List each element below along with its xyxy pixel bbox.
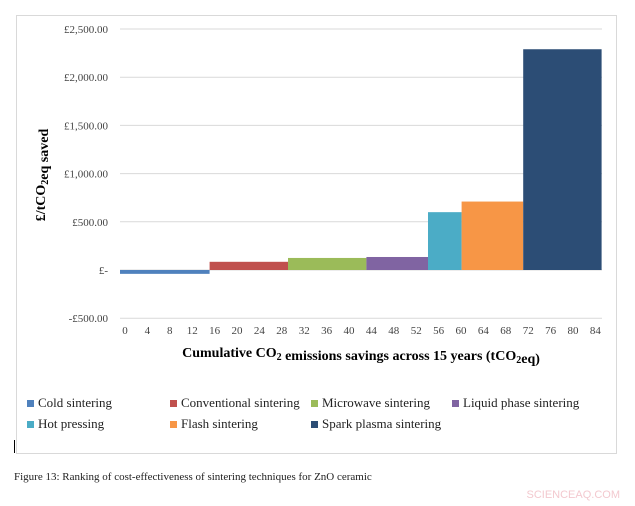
x-tick-label: 64 bbox=[478, 325, 490, 337]
legend-item: Microwave sintering bbox=[311, 395, 430, 411]
bar-hot-pressing bbox=[428, 212, 462, 270]
bar-spark-plasma-sintering bbox=[523, 49, 602, 270]
x-tick-label: 32 bbox=[299, 325, 310, 337]
legend-swatch bbox=[27, 399, 34, 407]
legend-label: Microwave sintering bbox=[322, 395, 430, 410]
bar-liquid-phase-sintering bbox=[366, 256, 428, 270]
watermark: SCIENCEAQ.COM bbox=[526, 489, 620, 501]
legend-item: Hot pressing bbox=[27, 416, 104, 432]
bar-conventional-sintering bbox=[209, 261, 288, 270]
x-tick-label: 60 bbox=[456, 325, 468, 337]
x-tick-label: 80 bbox=[568, 325, 580, 337]
y-tick-label: -£500.00 bbox=[69, 313, 109, 325]
legend-swatch bbox=[311, 399, 318, 407]
x-tick-label: 12 bbox=[187, 325, 198, 337]
x-axis-title: Cumulative CO2 emissions savings across … bbox=[182, 346, 540, 367]
legend-item: Liquid phase sintering bbox=[452, 395, 579, 411]
x-tick-label: 68 bbox=[500, 325, 512, 337]
x-tick-label: 16 bbox=[209, 325, 221, 337]
legend-label: Liquid phase sintering bbox=[463, 395, 580, 410]
legend-swatch bbox=[452, 399, 459, 407]
y-tick-label: £- bbox=[99, 265, 109, 277]
x-tick-label: 20 bbox=[232, 325, 244, 337]
x-tick-label: 44 bbox=[366, 325, 378, 337]
legend-label: Spark plasma sintering bbox=[322, 416, 442, 431]
bar-flash-sintering bbox=[461, 201, 524, 270]
x-tick-label: 56 bbox=[433, 325, 445, 337]
y-tick-label: £500.00 bbox=[72, 217, 108, 229]
y-tick-label: £2,000.00 bbox=[64, 72, 109, 84]
bar-cold-sintering bbox=[120, 270, 210, 274]
legend-swatch bbox=[27, 420, 34, 428]
text-cursor bbox=[14, 440, 15, 453]
y-axis-title: £/tCO2eq saved bbox=[34, 129, 52, 222]
x-tick-label: 72 bbox=[523, 325, 534, 337]
figure-caption: Figure 13: Ranking of cost-effectiveness… bbox=[14, 471, 372, 483]
x-tick-label: 4 bbox=[145, 325, 151, 337]
x-tick-label: 24 bbox=[254, 325, 266, 337]
bar-microwave-sintering bbox=[288, 257, 367, 270]
legend-item: Conventional sintering bbox=[170, 395, 300, 411]
x-tick-label: 76 bbox=[545, 325, 557, 337]
legend-item: Spark plasma sintering bbox=[311, 416, 441, 432]
x-tick-label: 84 bbox=[590, 325, 602, 337]
legend-swatch bbox=[311, 420, 318, 428]
x-tick-label: 36 bbox=[321, 325, 333, 337]
y-tick-label: £2,500.00 bbox=[64, 24, 109, 36]
x-tick-label: 28 bbox=[276, 325, 288, 337]
x-tick-label: 52 bbox=[411, 325, 422, 337]
legend-label: Conventional sintering bbox=[181, 395, 300, 410]
legend-item: Flash sintering bbox=[170, 416, 258, 432]
legend-label: Hot pressing bbox=[38, 416, 105, 431]
x-tick-label: 48 bbox=[388, 325, 400, 337]
y-tick-label: £1,000.00 bbox=[64, 169, 109, 181]
legend-label: Flash sintering bbox=[181, 416, 258, 431]
x-tick-label: 0 bbox=[122, 325, 128, 337]
x-tick-label: 8 bbox=[167, 325, 173, 337]
legend-label: Cold sintering bbox=[38, 395, 113, 410]
legend-swatch bbox=[170, 399, 177, 407]
chart-frame bbox=[16, 15, 617, 454]
y-tick-label: £1,500.00 bbox=[64, 120, 109, 132]
legend-swatch bbox=[170, 420, 177, 428]
chart: -£500.00 £- £500.00 £1,000.00 £1,500.00 £2,00… bbox=[34, 24, 602, 367]
legend-item: Cold sintering bbox=[27, 395, 112, 411]
x-tick-label: 40 bbox=[344, 325, 356, 337]
